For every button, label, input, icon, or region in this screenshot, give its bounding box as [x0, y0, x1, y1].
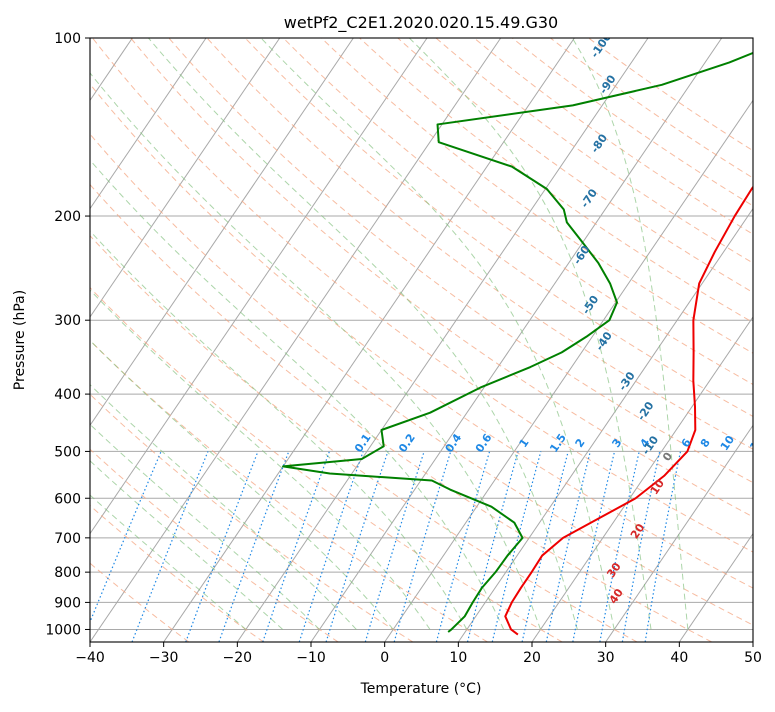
moist-adiabat-line: [260, 38, 615, 630]
mixing-ratio-line: [466, 451, 519, 642]
isotherm-line: [457, 207, 753, 642]
dry-adiabat-line: [92, 38, 753, 553]
x-tick-label: 10: [449, 650, 467, 666]
x-tick-label: 20: [523, 650, 541, 666]
isotherm-line: [605, 424, 753, 642]
isotherm-line: [90, 38, 428, 535]
isotherm-line: [678, 532, 753, 642]
isotherm-line: [384, 99, 753, 642]
x-tick-label: 0: [380, 650, 389, 666]
plot-area: [90, 38, 753, 642]
y-tick-label: 500: [54, 444, 81, 460]
mixing-ratio-line: [393, 451, 452, 642]
dry-adiabat-line: [397, 38, 753, 294]
temperature-line: [504, 185, 753, 636]
mixing-ratio-line: [644, 451, 682, 642]
mixing-ratio-line: [491, 451, 542, 642]
mixing-ratio-label: 13: [747, 433, 766, 453]
dry-adiabat-line: [473, 38, 753, 235]
moist-adiabat-line: [90, 460, 284, 630]
dry-adiabats: [90, 38, 753, 642]
x-tick-label: 30: [597, 650, 615, 666]
dry-adiabat-line: [90, 448, 339, 642]
x-axis-label: Temperature (°C): [360, 681, 482, 697]
dry-adiabat-line: [321, 38, 753, 354]
moist-adiabat-line: [90, 339, 394, 630]
mixing-ratio-line: [599, 451, 640, 642]
mixing-ratio-line: [298, 451, 364, 642]
y-tick-label: 600: [54, 491, 81, 507]
dry-adiabat-line: [130, 38, 753, 518]
moist-adiabat-line: [90, 159, 505, 630]
dry-adiabat-line: [90, 339, 488, 642]
isotherm-line: [0, 38, 59, 642]
y-tick-label: 300: [54, 313, 81, 329]
mixing-ratio-line: [218, 451, 290, 642]
moist-adiabat-line: [148, 38, 578, 630]
moist-adiabat-line: [90, 494, 247, 630]
mixing-ratio-lines: [90, 451, 682, 642]
isotherm-line: [752, 641, 753, 642]
moist-adiabat-line: [571, 38, 689, 630]
dry-adiabat-line: [90, 234, 638, 642]
isotherm-line: [90, 38, 281, 318]
mixing-ratio-line: [325, 451, 389, 642]
isotherm-line: [163, 38, 575, 642]
y-tick-label: 100: [54, 31, 81, 47]
y-tick-label: 1000: [45, 622, 81, 638]
mixing-ratio-line: [521, 451, 569, 642]
dry-adiabat-line: [90, 286, 563, 642]
x-axis-ticks: −40 −30 −20 −10 0 10 20 30 40 50: [75, 642, 762, 666]
y-axis-label: Pressure (hPa): [12, 290, 28, 390]
isotherm-line: [531, 316, 753, 642]
dewpoint-line: [282, 51, 753, 633]
dry-adiabat-line: [90, 183, 712, 642]
moist-adiabat-line: [90, 230, 468, 630]
dry-adiabat-line: [244, 38, 753, 418]
moist-adiabat-line: [408, 38, 652, 630]
pressure-gridlines: [90, 38, 753, 630]
mixing-ratio-line: [364, 451, 425, 642]
dry-adiabat-line: [550, 38, 753, 179]
isotherm-line: [90, 38, 207, 210]
isotherm-line: [90, 38, 502, 642]
x-tick-label: 40: [670, 650, 688, 666]
dry-adiabat-line: [282, 38, 753, 386]
plot-frame: [89, 37, 754, 643]
y-tick-label: 200: [54, 209, 81, 225]
sounding-series: [282, 51, 753, 636]
x-tick-label: −30: [149, 650, 179, 666]
chart-title: wetPf2_C2E1.2020.020.15.49.G30: [284, 13, 558, 33]
moist-adiabat-line: [90, 72, 541, 630]
x-tick-label: −40: [75, 650, 105, 666]
isotherm-line: [90, 38, 354, 427]
x-tick-label: 50: [744, 650, 762, 666]
dry-adiabat-line: [588, 38, 753, 152]
y-tick-label: 900: [54, 595, 81, 611]
y-axis-ticks: 100 200 300 400 500 600 700 800 900 1000: [45, 31, 90, 638]
dry-adiabat-line: [206, 38, 753, 450]
moist-adiabat-line: [90, 289, 431, 630]
moist-adiabat-line: [90, 423, 320, 630]
moist-adiabats: [90, 38, 689, 630]
x-tick-label: −10: [296, 650, 326, 666]
plot-content: 0.10.20.40.611.52346810131620253036-100-…: [0, 38, 766, 642]
y-tick-label: 400: [54, 387, 81, 403]
mixing-ratio-line: [621, 451, 661, 642]
y-tick-label: 800: [54, 565, 81, 581]
dry-adiabat-line: [168, 38, 753, 484]
mixing-ratio-line: [545, 451, 591, 642]
x-tick-label: −20: [223, 650, 253, 666]
dry-adiabat-line: [511, 38, 753, 207]
mixing-ratio-line: [435, 451, 491, 642]
dry-adiabat-line: [90, 133, 753, 626]
mixing-ratio-line: [572, 451, 616, 642]
mixing-ratio-line: [262, 451, 330, 642]
y-tick-label: 700: [54, 531, 81, 547]
dry-adiabat-line: [90, 504, 264, 642]
dry-adiabat-line: [435, 38, 753, 264]
